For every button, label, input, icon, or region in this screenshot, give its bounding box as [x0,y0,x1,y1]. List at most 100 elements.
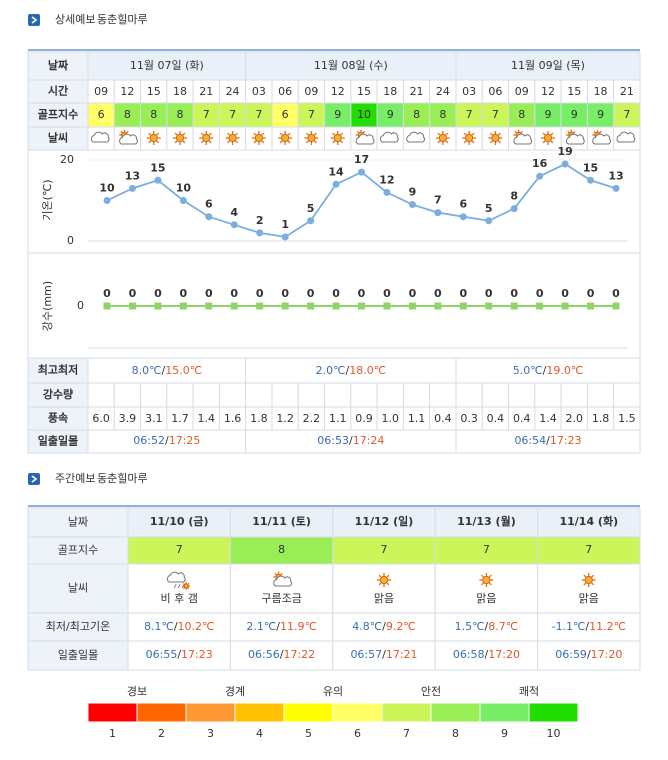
legend-number: 5 [305,727,312,740]
sun-core [254,133,263,143]
separator: / [485,620,489,633]
ray [182,132,186,136]
value: 18.0℃ [349,364,386,377]
table-cell [140,382,168,408]
sun-times: 06:52/17:25 [133,434,200,447]
rain-point [434,302,442,310]
wind-speed: 0.4 [434,412,452,425]
ray [490,140,494,144]
table-cell [376,382,404,408]
data-label: 15 [583,161,598,174]
value: 1.5℃ [455,620,485,633]
data-label: 0 [612,287,620,300]
separator: / [280,648,284,661]
ray [437,132,441,136]
table-cell [434,536,539,565]
temp-point [510,205,518,213]
sun-core [228,133,237,143]
table-cell [613,382,641,408]
golf-index: 7 [308,108,315,121]
table-cell [140,102,168,128]
data-label: 4 [230,206,238,219]
data-label: 0 [332,287,340,300]
sun-times: 06:54/17:23 [514,434,581,447]
value: 8.1℃ [144,620,174,633]
legend-group: 경보 [127,685,147,698]
sun-icon [278,131,293,145]
hour: 03 [252,85,266,98]
temp-point [230,221,238,229]
table-cell [508,382,536,408]
legend-group: 유의 [323,685,343,698]
hour: 18 [173,85,187,98]
rain-point [179,302,187,310]
ray [488,582,492,586]
ray [253,140,257,144]
row-label: 최고최저 [38,363,78,377]
temp-point [536,172,544,180]
ray [514,130,518,134]
wind-speed: 1.1 [408,412,426,425]
wind-speed: 1.6 [224,412,242,425]
ray [488,574,492,578]
legend-swatch [234,702,285,723]
data-label: 0 [256,287,264,300]
value: 06:58 [453,648,485,661]
value: 8.0℃ [132,364,162,377]
golf-index: 8 [518,108,525,121]
legend-number: 10 [547,727,561,740]
hour: 15 [357,85,371,98]
cloud-icon [166,571,186,583]
min-max-temp: 1.5℃/8.7℃ [455,620,518,633]
ray [593,130,596,134]
ray [378,574,382,578]
sun-core [307,133,316,143]
ray [332,132,336,136]
temp-point [358,168,365,176]
row-label: 날짜 [48,58,69,72]
temp-point [307,217,315,225]
data-label: 0 [459,287,467,300]
value: 10.2℃ [178,620,215,633]
sun-core [482,575,491,585]
rain-point [230,302,238,310]
sun-times: 06:57/17:21 [350,648,417,661]
sun-icon [182,582,191,590]
ray [572,130,576,134]
table-cell [27,640,129,671]
cloud-icon [380,131,399,143]
ray [542,140,546,144]
hour: 12 [541,85,555,98]
hour: 24 [226,85,240,98]
ray [313,140,317,144]
value: 06:53 [317,434,349,447]
min-max-temp: 2.0℃/18.0℃ [316,364,386,377]
sun-icon [377,573,391,587]
legend-number: 1 [109,727,116,740]
value: 9.2℃ [386,620,416,633]
table-cell [113,382,142,408]
sun-icon [146,131,161,145]
table-cell [229,612,334,642]
row-label: 일출일몰 [58,648,98,662]
legend-number: 2 [158,727,165,740]
table-cell [537,612,641,642]
temp-point [179,197,187,204]
row-label: 최저/최고기온 [46,620,110,633]
rain-drop [177,583,181,589]
golf-index: 6 [282,108,289,121]
chart-frame [27,149,641,254]
min-max-temp: -1.1℃/11.2℃ [552,620,626,633]
sun-icon [462,131,477,145]
golf-index: 8 [439,108,446,121]
hour: 03 [462,85,476,98]
ray [378,582,382,586]
rain-point [485,302,493,310]
table-cell [245,382,273,408]
temp-point [205,213,213,221]
row-label: 일출일몰 [38,434,78,448]
separator: / [177,648,181,661]
row-label: 날씨 [68,582,88,595]
value: 11.2℃ [589,620,626,633]
